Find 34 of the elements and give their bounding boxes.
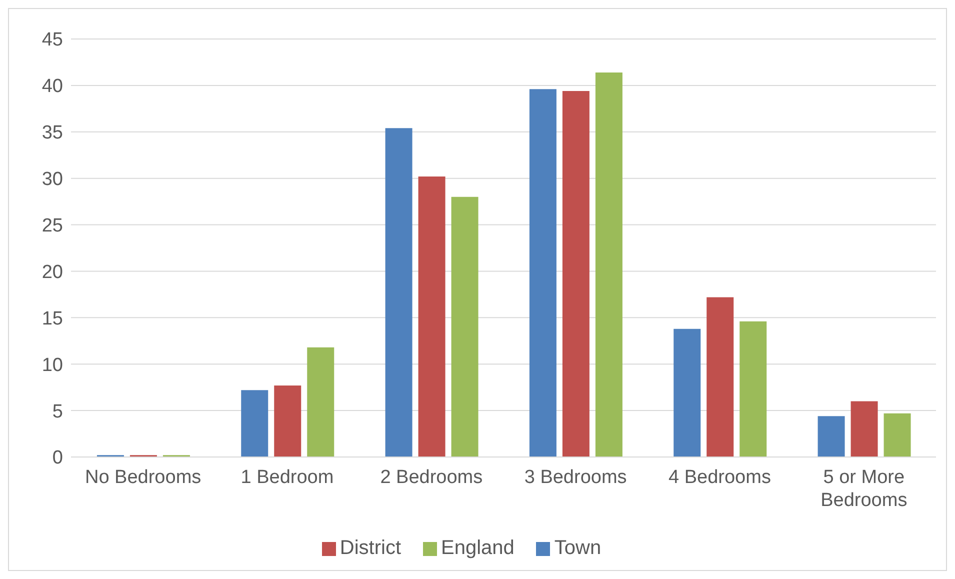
- bar: [674, 328, 701, 457]
- x-tick-label: 5 or More Bedrooms: [820, 467, 908, 511]
- y-tick-label: 5: [52, 401, 63, 422]
- x-tick-label: No Bedrooms: [84, 467, 202, 488]
- bar: [274, 385, 302, 457]
- bar: [385, 128, 412, 457]
- x-tick-label: 4 Bedrooms: [668, 467, 771, 488]
- y-tick-label: 10: [42, 354, 63, 376]
- bar: [451, 196, 478, 457]
- bar: [418, 176, 446, 457]
- bar: [529, 89, 556, 457]
- bar: [884, 413, 911, 457]
- legend-label: District: [340, 537, 401, 559]
- bar: [740, 321, 767, 457]
- y-tick-label: 35: [42, 122, 63, 144]
- bar: [562, 91, 590, 457]
- y-tick-label: 25: [42, 216, 63, 237]
- y-tick-label: 15: [42, 308, 63, 330]
- bar: [307, 347, 334, 457]
- bar: [850, 401, 878, 457]
- y-tick-label: 20: [42, 262, 63, 283]
- x-tick-label: 3 Bedrooms: [524, 467, 627, 488]
- bar: [818, 416, 845, 457]
- y-tick-label: 40: [42, 76, 63, 98]
- y-tick-label: 0: [52, 448, 63, 469]
- x-tick-label: 1 Bedroom: [240, 467, 334, 488]
- legend-label: England: [441, 537, 514, 559]
- x-tick-label: 2 Bedrooms: [380, 467, 483, 488]
- y-tick-label: 30: [42, 169, 63, 190]
- bar: [241, 390, 268, 457]
- y-tick-label: 45: [42, 30, 63, 51]
- legend-label: Town: [554, 537, 602, 559]
- bar: [706, 297, 734, 457]
- bar: [595, 72, 622, 457]
